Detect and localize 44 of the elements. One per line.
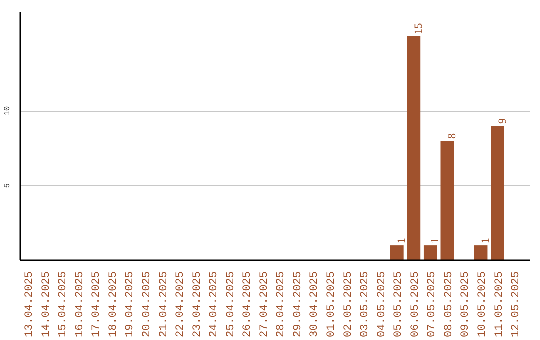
x-tick-label: 24.04.2025 [208, 271, 221, 338]
x-tick-label: 27.04.2025 [258, 271, 271, 338]
x-tick-label: 05.05.2025 [393, 271, 406, 338]
x-tick-label: 11.05.2025 [494, 271, 506, 338]
x-tick-label: 08.05.2025 [443, 271, 456, 338]
x-tick-label: 01.05.2025 [326, 271, 338, 338]
bar [424, 246, 438, 260]
x-tick-label: 23.04.2025 [192, 271, 204, 338]
bar [407, 36, 421, 260]
x-tick-label: 19.04.2025 [124, 271, 137, 338]
x-tick-label: 16.04.2025 [74, 271, 86, 338]
x-tick-label: 06.05.2025 [410, 271, 422, 338]
data-label: 1 [430, 238, 442, 244]
data-label: 1 [396, 238, 408, 244]
x-tick-label: 12.05.2025 [510, 271, 523, 338]
x-tick-label: 03.05.2025 [360, 271, 372, 338]
x-tick-label: 07.05.2025 [426, 271, 439, 338]
bar [491, 126, 504, 260]
bar [440, 140, 454, 260]
bar [474, 246, 488, 260]
x-tick-label: 17.04.2025 [91, 271, 104, 338]
data-label: 9 [496, 118, 509, 124]
y-tick-label: 10 [4, 106, 12, 116]
x-tick-label: 20.04.2025 [141, 271, 154, 338]
x-tick-label: 29.04.2025 [292, 271, 304, 338]
x-tick-label: 26.04.2025 [242, 271, 254, 338]
y-tick-label: 5 [4, 183, 12, 188]
x-tick-label: 14.04.2025 [40, 271, 53, 338]
data-label: 8 [446, 132, 458, 139]
x-tick-label: 15.04.2025 [58, 271, 70, 338]
x-tick-label: 30.04.2025 [309, 271, 322, 338]
x-tick-label: 18.04.2025 [108, 271, 120, 338]
x-tick-label: 13.04.2025 [24, 271, 36, 338]
x-tick-label: 21.04.2025 [158, 271, 170, 338]
x-tick-label: 09.05.2025 [460, 271, 472, 338]
x-tick-label: 25.04.2025 [225, 271, 238, 338]
x-tick-label: 10.05.2025 [477, 271, 490, 338]
x-tick-label: 22.04.2025 [175, 271, 188, 338]
x-tick-label: 02.05.2025 [342, 271, 355, 338]
data-label: 1 [480, 238, 492, 244]
x-tick-label: 04.05.2025 [376, 271, 388, 338]
x-tick-label: 28.04.2025 [276, 271, 288, 338]
data-label: 15 [412, 22, 425, 34]
bar [390, 246, 404, 260]
